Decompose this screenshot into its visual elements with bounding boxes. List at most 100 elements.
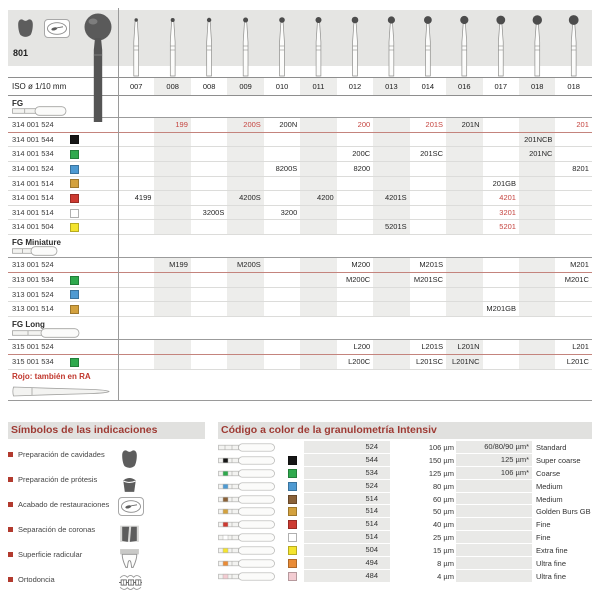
grit-swatch-cell	[288, 480, 304, 493]
catalog-cell	[227, 205, 264, 220]
catalog-cell	[118, 147, 154, 161]
catalog-cell	[300, 340, 337, 354]
catalog-cell: 201N	[446, 118, 483, 132]
catalog-cell	[118, 206, 154, 220]
grit-swatch-cell	[288, 454, 304, 467]
catalog-cell	[300, 287, 337, 302]
iso-size-value: 014	[421, 82, 435, 91]
grit-row: 534 125 µm 106 µm* Coarse	[218, 466, 592, 480]
root-surface-icon	[118, 547, 141, 570]
catalog-cell	[446, 147, 483, 161]
grit-bur-illustration	[218, 559, 288, 568]
grit-row: 514 25 µm Fine	[218, 531, 592, 545]
catalog-cell	[191, 147, 227, 161]
grit-code: 524	[304, 441, 390, 454]
grit-alt-size	[456, 569, 532, 583]
catalog-cell	[555, 288, 591, 302]
grit-name: Fine	[536, 533, 551, 543]
catalog-cell	[518, 272, 556, 287]
article-number: 313 001 534	[8, 273, 118, 287]
catalog-cell: 4199	[134, 193, 152, 203]
catalog-cell	[373, 205, 410, 220]
catalog-cell	[264, 220, 300, 234]
grit-color-swatch	[70, 305, 79, 315]
grit-swatch-cell	[288, 557, 304, 570]
article-number: 313 001 524	[12, 260, 54, 269]
catalog-cell: 4200S	[227, 191, 264, 205]
catalog-cell: L201S	[421, 342, 444, 351]
section-bur-illustration	[12, 246, 58, 256]
catalog-cell	[446, 272, 483, 287]
catalog-cell: 201NC	[518, 147, 556, 161]
grit-title: Código a color de la granulometría Inten…	[218, 422, 592, 439]
catalog-cell	[518, 191, 556, 205]
catalog-row: 315 001 524 L200 L201S L201N L201	[8, 340, 592, 355]
catalog-cell: 5201	[499, 222, 516, 232]
catalog-cell	[483, 340, 519, 354]
grit-color-swatch	[288, 468, 297, 478]
grit-color-swatch	[70, 223, 79, 233]
red-bullet	[8, 477, 13, 482]
grit-bur-illustration	[218, 507, 288, 516]
catalog-cell	[118, 273, 154, 287]
catalog-cell	[518, 118, 556, 132]
grit-color-swatch	[288, 520, 297, 530]
indication-label: Acabado de restauraciones	[18, 500, 110, 509]
grit-size: 40 µm	[433, 520, 454, 530]
catalog-cell: 4200	[300, 191, 337, 205]
catalog-cell	[300, 176, 337, 191]
catalog-cell: 201	[576, 120, 589, 129]
catalog-cell	[118, 133, 154, 147]
catalog-cell	[483, 288, 519, 302]
catalog-cell	[227, 147, 264, 161]
catalog-cell	[300, 147, 337, 161]
catalog-cell	[227, 220, 264, 234]
grit-name: Golden Burs GB	[536, 507, 591, 517]
catalog-cell	[518, 176, 556, 191]
section-header: FG Long	[8, 317, 592, 340]
catalog-cell: 5201S	[373, 220, 410, 234]
catalog-cell	[300, 132, 337, 147]
article-number: 314 001 544	[8, 133, 118, 147]
catalog-row: 314 001 524 199 200S 200N 200 201S 201N 201	[8, 118, 592, 133]
catalog-cell	[483, 258, 519, 272]
catalog-cell	[227, 302, 264, 316]
catalog-cell	[191, 340, 227, 354]
catalog-cell	[555, 191, 591, 205]
article-number: 314 001 524	[12, 120, 54, 129]
red-bullet	[8, 502, 13, 507]
catalog-cell: 201S	[425, 120, 444, 129]
finishing-icon	[118, 497, 144, 516]
catalog-cell	[446, 302, 483, 316]
grit-alt-size	[456, 531, 532, 545]
catalog-cell	[118, 258, 154, 272]
catalog-row: 313 001 534 M200C M201SC M201C	[8, 272, 592, 288]
catalog-cell	[555, 206, 591, 220]
grit-code: 514	[304, 531, 390, 545]
article-number: 315 001 524	[12, 342, 54, 351]
grit-row: 484 4 µm Ultra fine	[218, 569, 592, 583]
grit-color-swatch	[70, 135, 79, 145]
catalog-cell	[264, 302, 300, 316]
symbols-list: Preparación de cavidades Preparación de p…	[8, 447, 210, 597]
grit-code: 544	[304, 453, 390, 467]
catalog-cell: M199	[154, 258, 191, 272]
grit-size: 150 µm	[428, 455, 454, 465]
catalog-cell	[191, 302, 227, 316]
article-number: 314 001 534	[8, 147, 118, 161]
catalog-cell	[518, 355, 556, 369]
catalog-cell	[154, 340, 191, 354]
grit-code: 514	[304, 518, 390, 532]
catalog-cell	[446, 287, 483, 302]
ra-availability-note: Rojo: también en RA	[12, 372, 91, 381]
catalog-cell	[373, 147, 410, 161]
grit-alt-size: 60/80/90 µm*	[456, 441, 532, 454]
grit-bur-illustration	[218, 546, 288, 555]
catalog-cell	[555, 220, 591, 234]
catalog-cell	[118, 220, 154, 234]
grit-alt-size: 106 µm*	[456, 466, 532, 480]
iso-size-value: 016	[446, 78, 483, 95]
catalog-cell: 201NCB	[518, 132, 556, 147]
catalog-cell	[118, 118, 154, 132]
catalog-cell: 4201S	[373, 191, 410, 205]
